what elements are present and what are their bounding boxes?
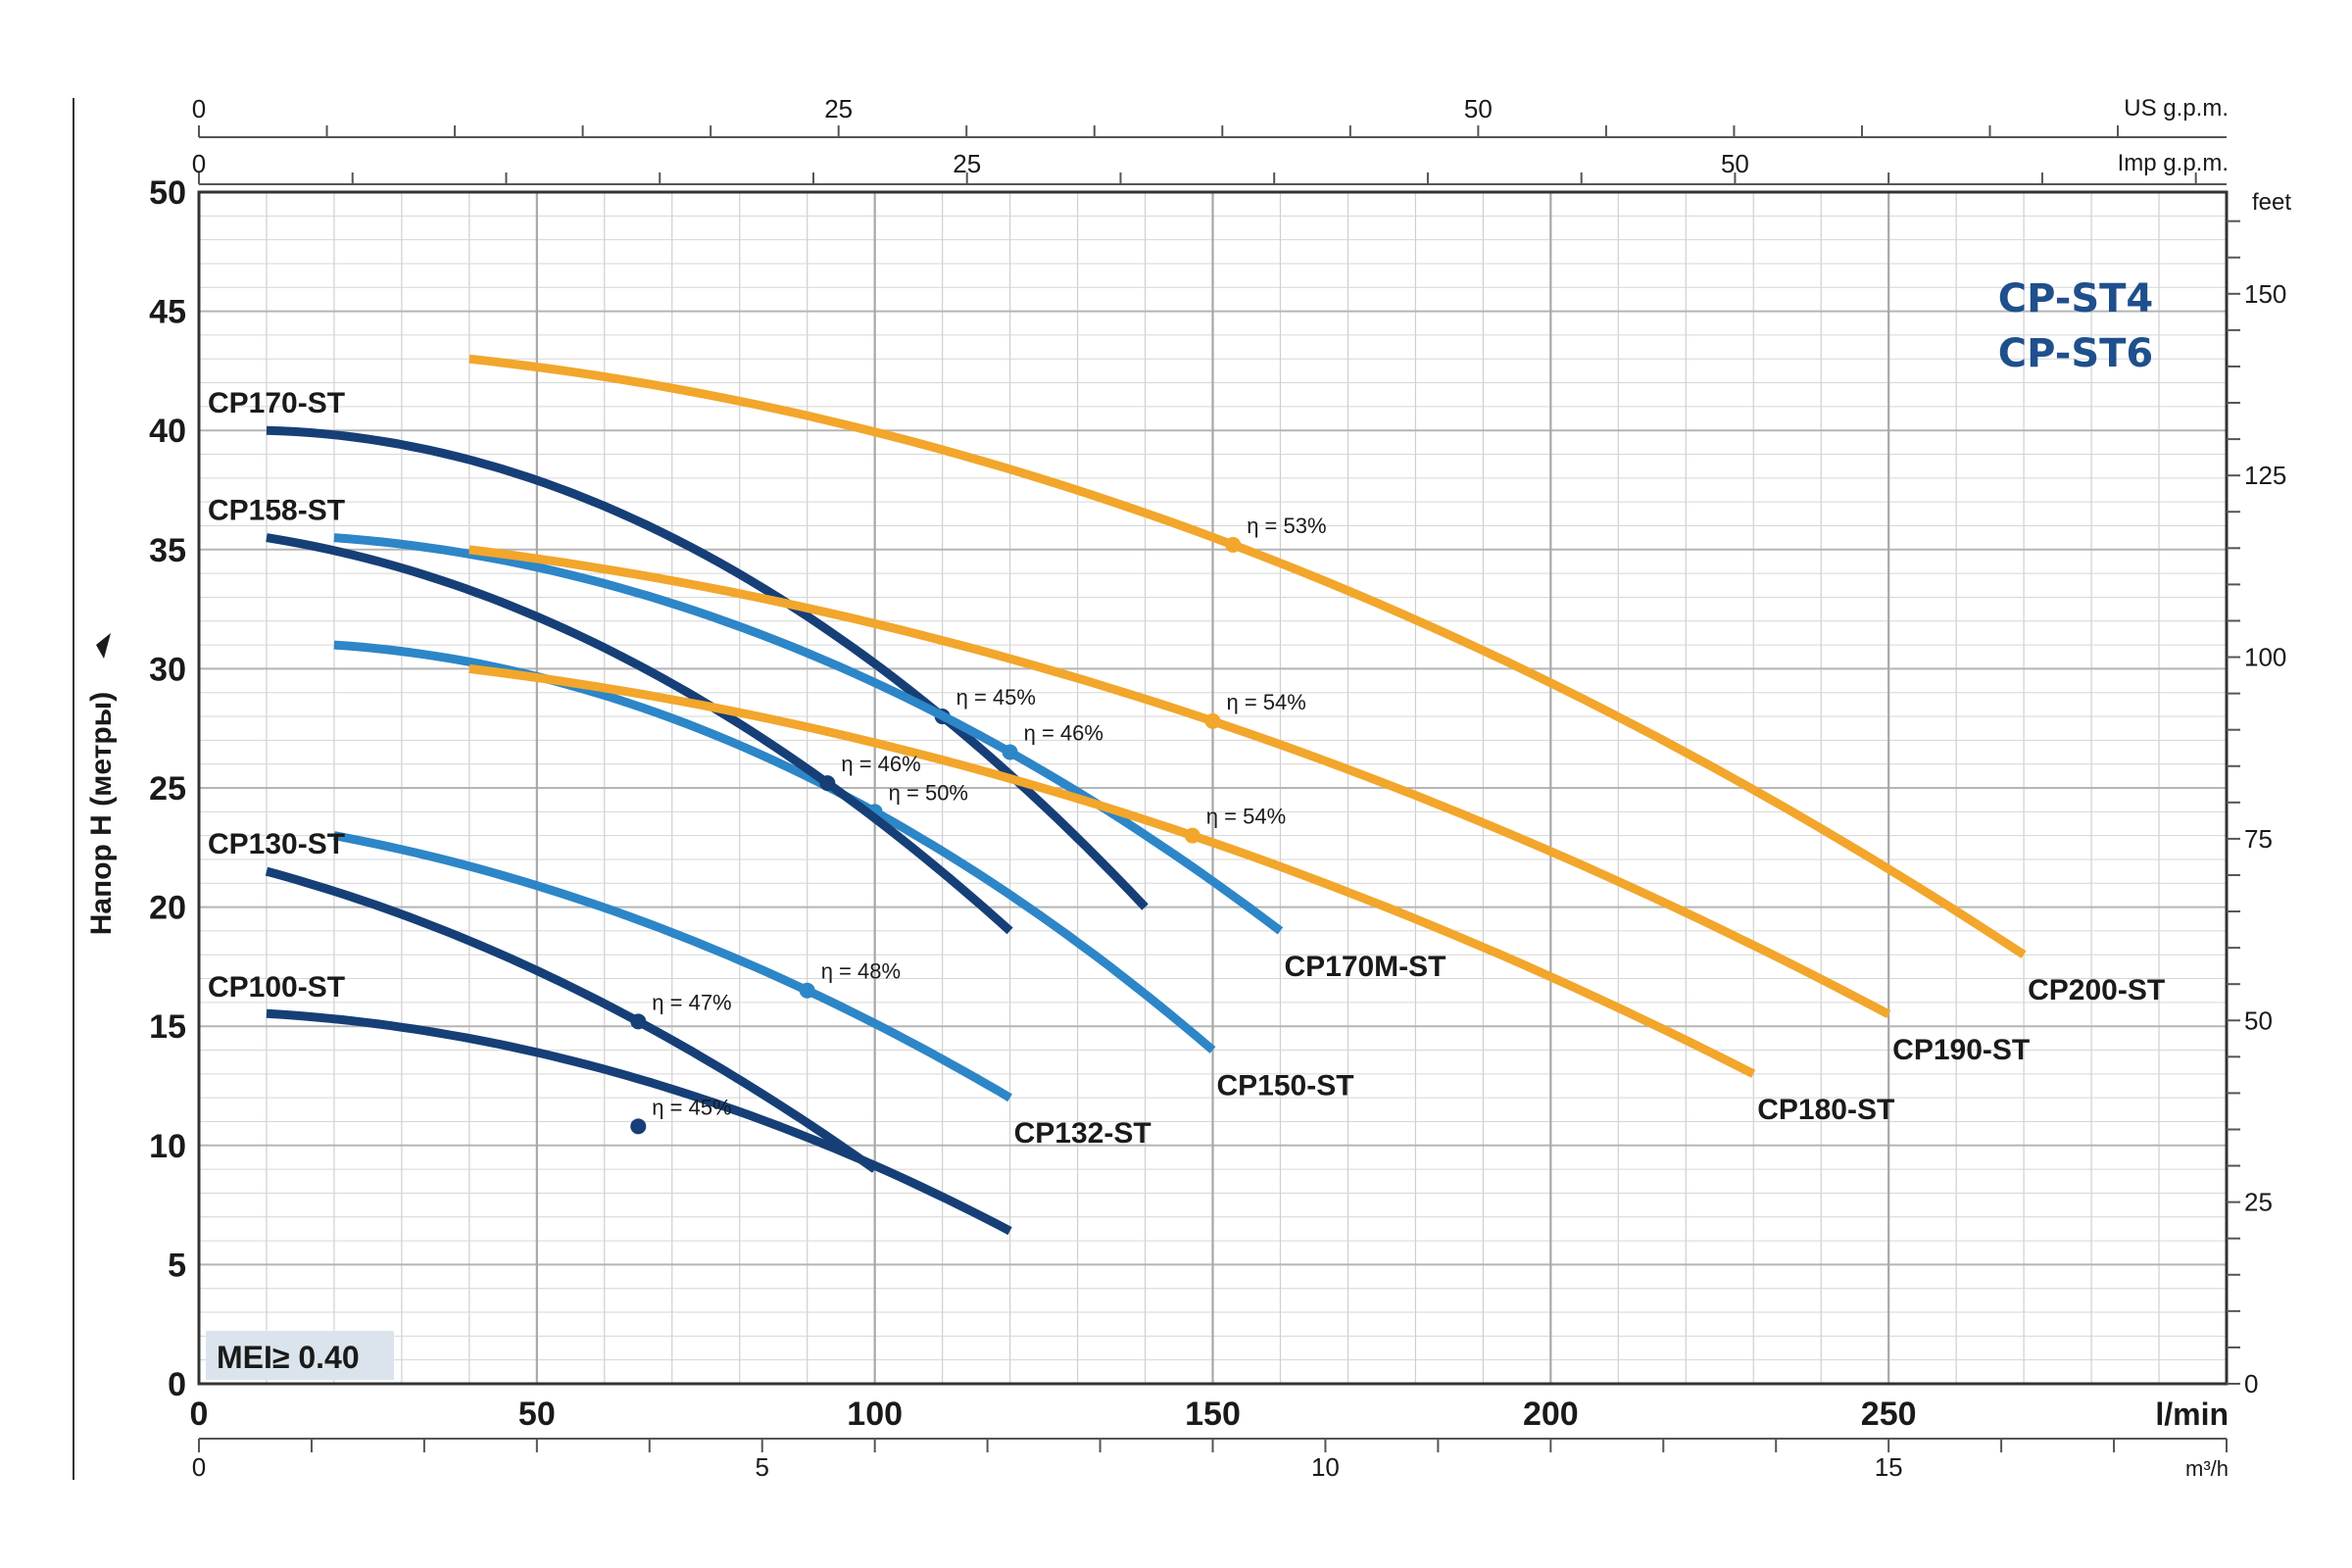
grid xyxy=(199,192,2227,1384)
curve-cp200-st xyxy=(468,354,2027,958)
y-tick-label-feet: 0 xyxy=(2244,1369,2258,1398)
efficiency-label-cp170-st: η = 45% xyxy=(956,685,1036,710)
y-tick-label-m: 50 xyxy=(149,174,186,212)
efficiency-point-cp130-st xyxy=(630,1013,647,1030)
y-tick-label-m: 10 xyxy=(149,1128,186,1165)
x-axis-lmin-unit: l/min xyxy=(2155,1396,2229,1432)
curve-cp170m-st xyxy=(333,533,1284,935)
x-tick-label-lmin: 100 xyxy=(847,1396,903,1433)
curve-cp158-st xyxy=(266,533,1013,935)
efficiency-label-cp100-st: η = 45% xyxy=(652,1095,731,1119)
y-tick-label-m: 5 xyxy=(168,1247,186,1284)
x-axis-m3h-unit: m³/h xyxy=(2185,1456,2229,1481)
x-tick-label-usgpm: 50 xyxy=(1464,94,1493,123)
x-tick-label-usgpm: 25 xyxy=(824,94,853,123)
curve-cp132-st xyxy=(333,831,1012,1102)
x-tick-label-lmin: 0 xyxy=(190,1396,209,1433)
y-tick-label-m: 40 xyxy=(149,413,186,450)
efficiency-point-cp132-st xyxy=(799,982,815,999)
series-label-cp150-st: CP150-ST xyxy=(1217,1070,1354,1102)
curve-cp150-st xyxy=(333,640,1216,1054)
series-label-cp170-st: CP170-ST xyxy=(208,387,345,419)
y-tick-label-feet: 150 xyxy=(2244,279,2286,309)
curve-cp190-st xyxy=(468,545,1891,1018)
x-axis-usgpm-unit: US g.p.m. xyxy=(2124,95,2229,122)
y-tick-label-feet: 50 xyxy=(2244,1005,2273,1035)
curve-cp170-st xyxy=(266,425,1149,910)
series-label-cp180-st: CP180-ST xyxy=(1757,1094,1894,1126)
plot-frame xyxy=(197,190,2229,1386)
curve-cp100-st xyxy=(266,1008,1012,1236)
efficiency-point-cp158-st xyxy=(819,775,836,792)
y-tick-label-feet: 125 xyxy=(2244,461,2286,490)
y-tick-label-m: 30 xyxy=(149,651,186,688)
series-label-cp132-st: CP132-ST xyxy=(1014,1117,1152,1150)
efficiency-point-cp170m-st xyxy=(1002,744,1018,760)
x-tick-label-m3h: 0 xyxy=(192,1452,206,1482)
series-label-cp130-st: CP130-ST xyxy=(208,828,345,860)
series-label-cp100-st: CP100-ST xyxy=(208,971,345,1004)
y-tick-label-m: 35 xyxy=(149,532,186,569)
x-tick-label-impgpm: 0 xyxy=(192,149,206,178)
chart-title-line-1: CP-ST4 xyxy=(1998,276,2154,321)
y-tick-label-m: 15 xyxy=(149,1008,186,1046)
efficiency-point-cp200-st xyxy=(1225,536,1242,553)
y-tick-label-feet: 75 xyxy=(2244,824,2273,854)
x-tick-label-lmin: 200 xyxy=(1523,1396,1579,1433)
series-label-cp200-st: CP200-ST xyxy=(2028,974,2165,1006)
x-axis-impgpm-unit: Imp g.p.m. xyxy=(2118,150,2229,176)
y-axis-feet-unit: feet xyxy=(2252,189,2291,216)
efficiency-label-cp180-st: η = 54% xyxy=(1206,805,1286,829)
mei-badge: MEI≥ 0.40 xyxy=(217,1340,360,1375)
x-tick-label-lmin: 250 xyxy=(1861,1396,1917,1433)
curve-cp180-st xyxy=(468,663,1756,1078)
y-tick-label-m: 45 xyxy=(149,294,186,331)
x-tick-label-m3h: 10 xyxy=(1311,1452,1340,1482)
y-axis-label-arrow-icon xyxy=(96,633,111,659)
efficiency-label-cp200-st: η = 53% xyxy=(1247,514,1326,538)
series-labels: η = 45% CP100-ST η = 47% CP130-ST η = 48% CP1… xyxy=(208,387,2165,1150)
efficiency-label-cp130-st: η = 47% xyxy=(652,990,731,1014)
x-tick-label-usgpm: 0 xyxy=(192,94,206,123)
efficiency-label-cp158-st: η = 46% xyxy=(841,752,920,776)
series-label-cp190-st: CP190-ST xyxy=(1892,1034,2030,1066)
efficiency-label-cp190-st: η = 54% xyxy=(1227,690,1306,714)
y-tick-label-feet: 25 xyxy=(2244,1188,2273,1217)
y-axis-label: Напор H (метры) xyxy=(85,692,118,936)
x-tick-label-m3h: 15 xyxy=(1875,1452,1903,1482)
x-tick-label-impgpm: 25 xyxy=(953,149,981,178)
x-tick-label-m3h: 5 xyxy=(755,1452,768,1482)
series-label-cp170m-st: CP170M-ST xyxy=(1284,951,1446,983)
series-curves xyxy=(265,354,2027,1236)
efficiency-point-cp190-st xyxy=(1204,712,1221,729)
x-tick-label-lmin: 50 xyxy=(518,1396,556,1433)
y-tick-label-m: 0 xyxy=(168,1366,186,1403)
y-tick-label-m: 25 xyxy=(149,770,186,808)
series-label-cp158-st: CP158-ST xyxy=(208,495,345,527)
curve-cp130-st xyxy=(265,866,878,1173)
y-tick-label-feet: 100 xyxy=(2244,643,2286,672)
y-tick-label-m: 20 xyxy=(149,890,186,927)
efficiency-label-cp150-st: η = 50% xyxy=(889,780,968,805)
x-tick-label-impgpm: 50 xyxy=(1721,149,1749,178)
mei-badge-bg xyxy=(206,1331,394,1380)
efficiency-point-cp100-st xyxy=(630,1118,647,1135)
efficiency-point-cp180-st xyxy=(1184,827,1200,844)
efficiency-label-cp170m-st: η = 46% xyxy=(1024,721,1103,746)
x-tick-label-lmin: 150 xyxy=(1185,1396,1241,1433)
chart-title-line-2: CP-ST6 xyxy=(1998,331,2154,376)
efficiency-label-cp132-st: η = 48% xyxy=(821,959,901,984)
